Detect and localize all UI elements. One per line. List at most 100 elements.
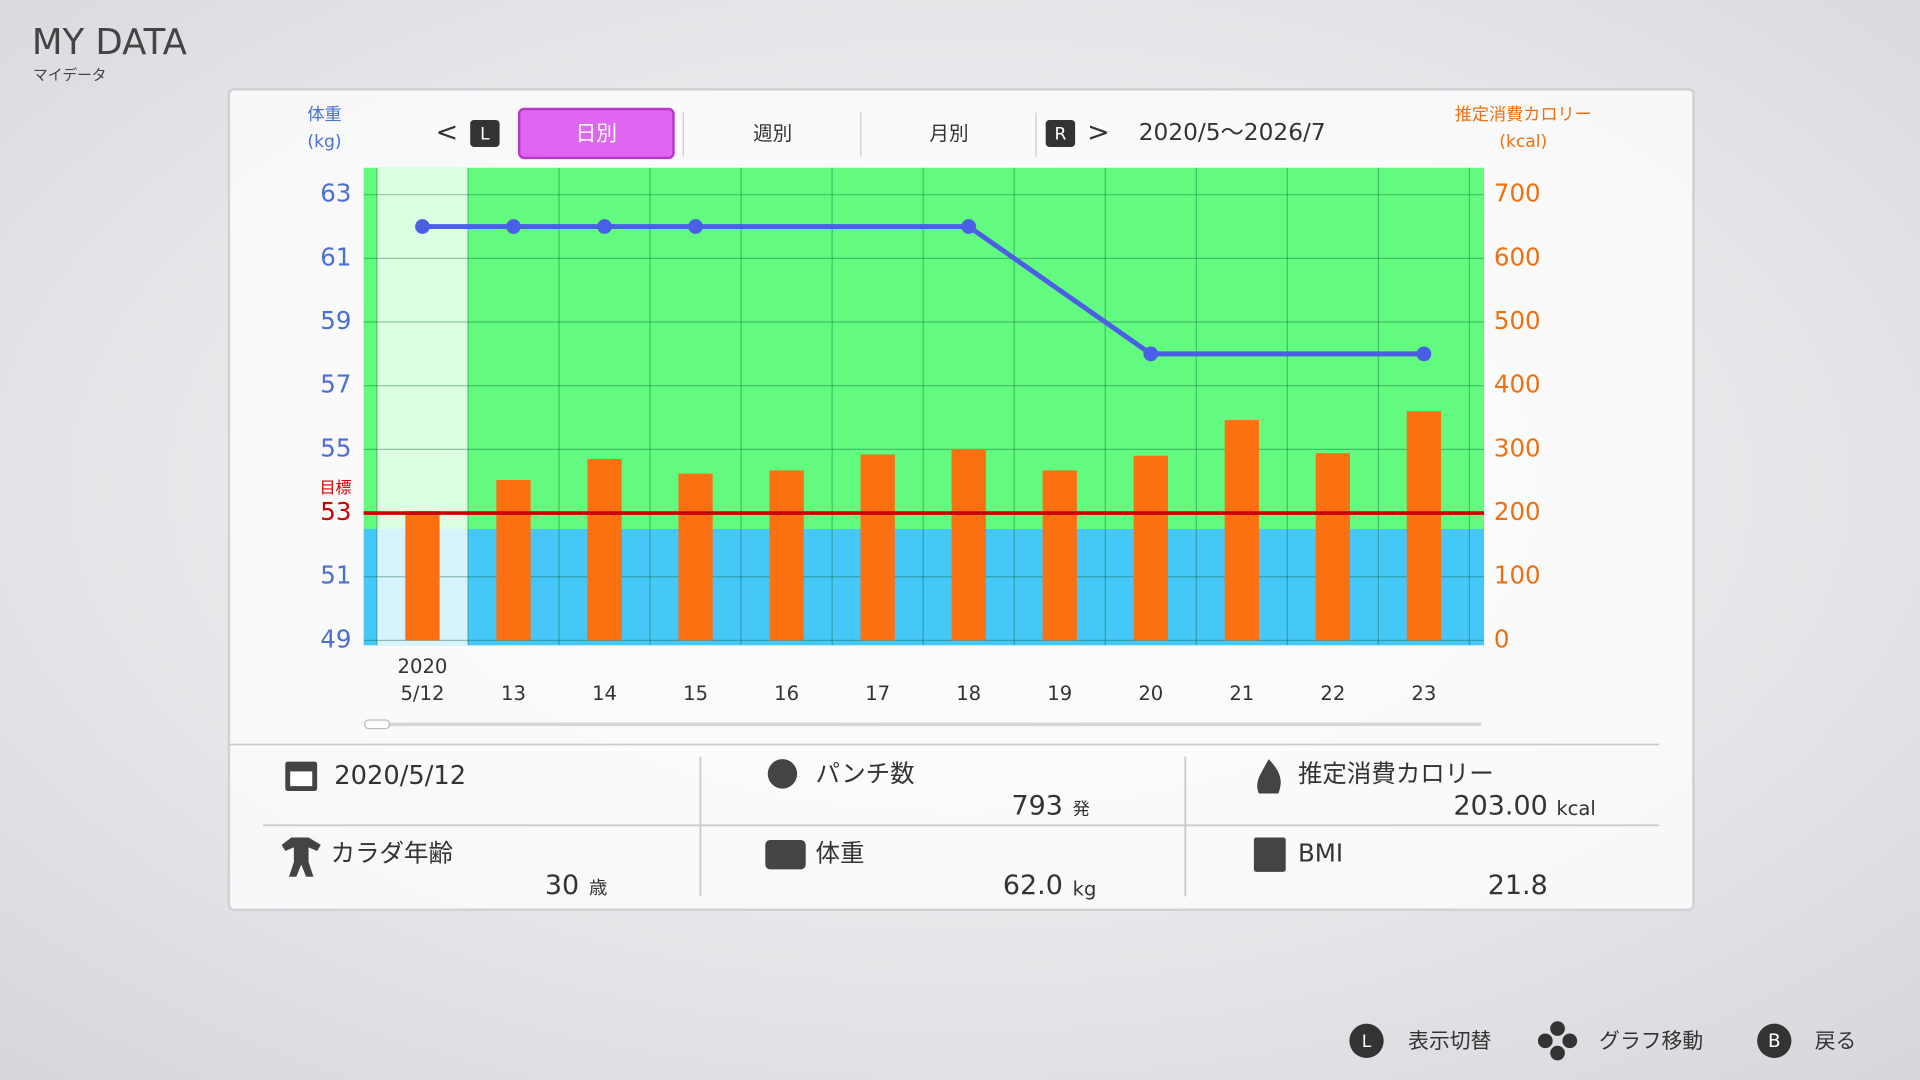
y2-tick-label: 100 bbox=[1494, 561, 1541, 590]
y-tick-label: 57 bbox=[320, 370, 351, 399]
tab[interactable]: 月別 bbox=[929, 122, 968, 145]
weight-point bbox=[1143, 346, 1159, 362]
tab[interactable]: 週別 bbox=[753, 122, 792, 145]
x-tick-label: 15 bbox=[683, 682, 708, 705]
bar bbox=[1406, 411, 1442, 641]
weight-point bbox=[688, 219, 703, 234]
bar bbox=[1315, 453, 1350, 641]
body-age-value: 30 bbox=[545, 870, 579, 901]
calorie-label: 推定消費カロリー bbox=[1298, 759, 1494, 788]
bar bbox=[1042, 470, 1077, 641]
glove-icon bbox=[767, 759, 798, 789]
r-button-icon bbox=[1045, 120, 1076, 147]
bar bbox=[1224, 420, 1259, 641]
y2-tick-label: 200 bbox=[1494, 497, 1541, 526]
x-tick-label: 14 bbox=[592, 682, 617, 705]
bar bbox=[769, 470, 804, 641]
x-tick-label: 23 bbox=[1411, 682, 1436, 705]
bar bbox=[496, 479, 531, 641]
scroll-thumb[interactable] bbox=[364, 719, 390, 730]
y-tick-label: 51 bbox=[320, 561, 351, 590]
footer-label[interactable]: 表示切替 bbox=[1408, 1029, 1491, 1053]
y-tick-label: 53 bbox=[320, 497, 351, 526]
bar bbox=[951, 449, 986, 641]
x-tick-label: 22 bbox=[1320, 682, 1345, 705]
y-tick-label: 49 bbox=[320, 624, 351, 653]
calc-icon bbox=[1253, 837, 1286, 872]
l-button: L bbox=[480, 125, 490, 145]
x-year-label: 2020 bbox=[398, 655, 448, 678]
y2-tick-label: 500 bbox=[1494, 306, 1541, 335]
r-button: R bbox=[1054, 125, 1066, 145]
bar bbox=[860, 454, 895, 641]
tab-active-bg bbox=[517, 107, 675, 160]
flame-icon bbox=[1257, 759, 1281, 794]
calendar-icon bbox=[285, 761, 318, 792]
y-axis-title: (kg) bbox=[307, 132, 341, 152]
l-stick-icon bbox=[1349, 1023, 1384, 1058]
date-range: 2020/5〜2026/7 bbox=[1139, 119, 1326, 146]
weight-point bbox=[1416, 346, 1432, 362]
subtitle: マイデータ bbox=[33, 66, 106, 84]
y2-tick-label: 0 bbox=[1494, 624, 1510, 653]
scroll-track bbox=[364, 722, 1482, 727]
punch-unit: 発 bbox=[1073, 799, 1090, 819]
target-label: 目標 bbox=[320, 478, 352, 497]
bar bbox=[405, 511, 440, 641]
x-tick-label: 16 bbox=[774, 682, 799, 705]
bar bbox=[1133, 455, 1168, 641]
b-button-icon bbox=[1757, 1023, 1792, 1058]
footer-label[interactable]: グラフ移動 bbox=[1599, 1029, 1703, 1053]
tab[interactable]: 日別 bbox=[576, 122, 618, 146]
l-button-icon bbox=[470, 120, 500, 147]
bmi-value: 21.8 bbox=[1488, 870, 1548, 901]
y-tick-label: 55 bbox=[320, 433, 351, 462]
weight-unit: kg bbox=[1073, 878, 1097, 901]
y-tick-label: 61 bbox=[320, 242, 351, 271]
y2-tick-label: 600 bbox=[1494, 242, 1541, 271]
y2-axis-title: (kcal) bbox=[1499, 132, 1547, 152]
y2-tick-label: 700 bbox=[1494, 179, 1541, 208]
weight-value: 62.0 bbox=[1003, 870, 1063, 901]
scale-icon bbox=[765, 840, 806, 870]
y2-axis-title: 推定消費カロリー bbox=[1455, 105, 1592, 125]
dpad-icon bbox=[1537, 1021, 1578, 1061]
body-icon bbox=[281, 837, 321, 877]
y2-tick-label: 300 bbox=[1494, 433, 1541, 462]
y-axis-title: 体重 bbox=[307, 105, 341, 125]
punch-label: パンチ数 bbox=[816, 759, 915, 788]
title: MY DATA bbox=[32, 22, 187, 63]
x-tick-label: 18 bbox=[956, 682, 981, 705]
punch-value: 793 bbox=[1011, 790, 1062, 821]
body-age-label: カラダ年齢 bbox=[331, 839, 453, 868]
y-tick-label: 59 bbox=[320, 306, 351, 335]
x-tick-label: 21 bbox=[1229, 682, 1254, 705]
x-tick-label: 13 bbox=[501, 682, 526, 705]
weight-point bbox=[506, 219, 521, 234]
y2-tick-label: 400 bbox=[1494, 370, 1541, 399]
weight-point bbox=[961, 219, 977, 234]
prev-arrow[interactable]: < bbox=[436, 117, 459, 148]
next-arrow[interactable]: > bbox=[1087, 117, 1110, 148]
footer-label[interactable]: 戻る bbox=[1815, 1029, 1857, 1053]
weight-point bbox=[415, 219, 430, 234]
calorie-unit: kcal bbox=[1556, 797, 1596, 820]
x-tick-label: 5/12 bbox=[400, 682, 444, 705]
y-tick-label: 63 bbox=[320, 179, 351, 208]
weight-point bbox=[597, 219, 612, 234]
info-date: 2020/5/12 bbox=[334, 761, 466, 791]
bar bbox=[678, 473, 713, 641]
weight-label: 体重 bbox=[816, 839, 865, 868]
x-tick-label: 20 bbox=[1138, 682, 1163, 705]
bar bbox=[587, 458, 622, 641]
footer-button: B bbox=[1768, 1031, 1781, 1052]
x-tick-label: 17 bbox=[865, 682, 890, 705]
calorie-value: 203.00 bbox=[1454, 790, 1548, 821]
x-tick-label: 19 bbox=[1047, 682, 1072, 705]
chart: 体重 (kg) 推定消費カロリー (kcal) 49 51 53 55 57 59 61 63 0 100… bbox=[307, 105, 1591, 705]
weight-line bbox=[422, 224, 1424, 357]
body-age-unit: 歳 bbox=[589, 878, 607, 899]
footer-button: L bbox=[1362, 1032, 1372, 1052]
